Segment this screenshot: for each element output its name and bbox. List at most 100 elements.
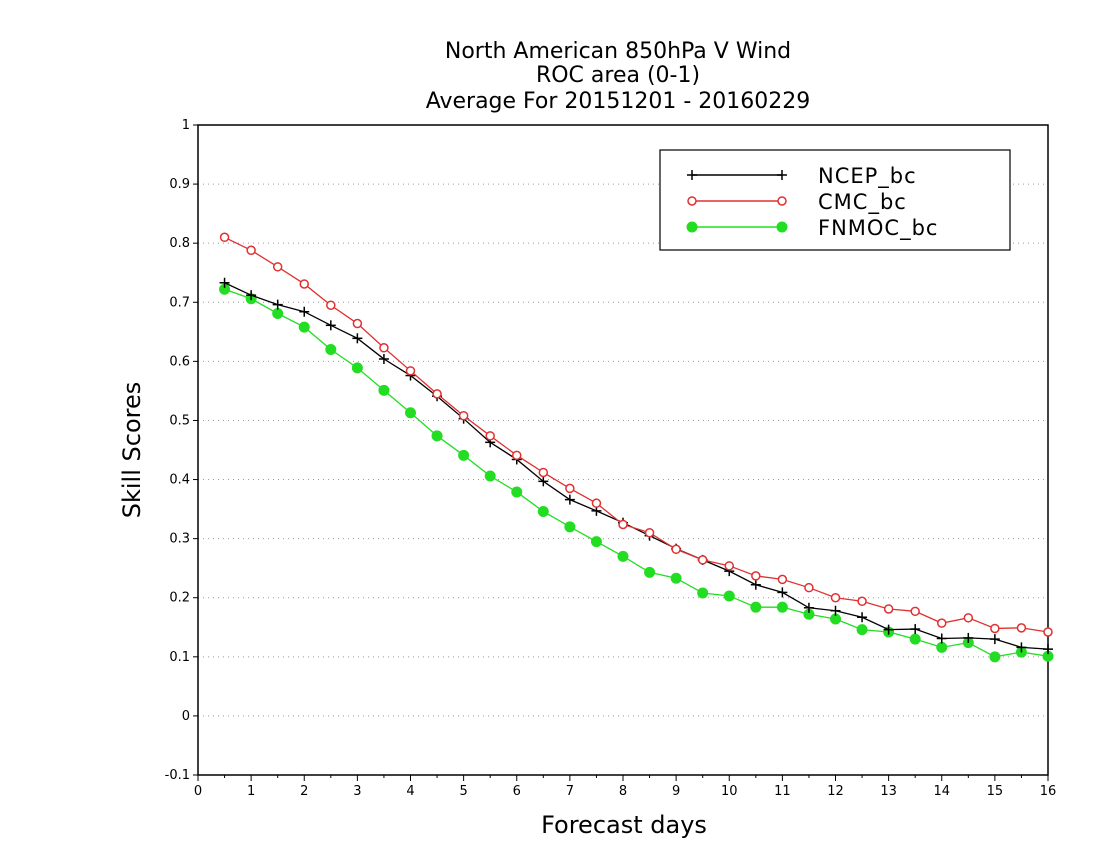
data-point-fnmoc-bc xyxy=(856,624,868,636)
data-point-cmc-bc xyxy=(963,613,974,623)
data-point-fnmoc-bc xyxy=(537,505,549,517)
legend-label: CMC_bc xyxy=(818,190,907,215)
data-point-fnmoc-bc xyxy=(272,308,284,319)
legend-marker xyxy=(687,196,697,206)
data-point-fnmoc-bc xyxy=(723,590,735,602)
y-tick-label: 0.6 xyxy=(169,354,190,369)
x-tick-label: 3 xyxy=(353,784,361,799)
data-point-fnmoc-bc xyxy=(617,550,629,562)
y-tick-label: 0.5 xyxy=(169,413,190,428)
y-tick-label: 0.1 xyxy=(169,650,190,665)
data-point-cmc-bc xyxy=(697,555,708,565)
legend-label: FNMOC_bc xyxy=(818,216,938,241)
gridlines xyxy=(198,183,1048,717)
data-point-ncep-bc xyxy=(830,605,841,616)
data-point-cmc-bc xyxy=(485,431,495,441)
data-point-fnmoc-bc xyxy=(378,384,390,396)
data-point-ncep-bc xyxy=(378,354,389,364)
data-point-fnmoc-bc xyxy=(458,449,470,461)
data-point-ncep-bc xyxy=(564,494,575,505)
title-line-3: Average For 20151201 - 20160229 xyxy=(426,89,811,114)
legend-marker xyxy=(777,196,787,206)
y-axis-label: Skill Scores xyxy=(118,382,146,519)
series-layer xyxy=(219,232,1054,663)
data-point-cmc-bc xyxy=(379,343,389,353)
data-point-cmc-bc xyxy=(219,232,230,243)
legend-entry: CMC_bc xyxy=(687,190,907,215)
legend-marker xyxy=(776,221,788,233)
data-point-cmc-bc xyxy=(777,574,788,585)
data-point-fnmoc-bc xyxy=(750,601,762,613)
x-tick-label: 1 xyxy=(247,784,255,799)
data-point-ncep-bc xyxy=(936,633,947,644)
series-ncep-bc xyxy=(219,277,1053,655)
series-line-cmc-bc xyxy=(224,236,1049,633)
y-tick-label: 0.8 xyxy=(169,236,190,251)
y-tick-label: -0.1 xyxy=(165,768,190,783)
y-tick-label: 0.9 xyxy=(169,177,190,192)
x-tick-label: 2 xyxy=(300,784,308,799)
legend-box xyxy=(659,149,1011,251)
data-point-fnmoc-bc xyxy=(431,430,443,442)
data-point-cmc-bc xyxy=(1016,623,1027,633)
x-tick-label: 7 xyxy=(566,784,574,799)
data-point-cmc-bc xyxy=(751,571,761,581)
x-tick-label: 12 xyxy=(827,784,844,799)
data-point-cmc-bc xyxy=(405,366,416,376)
data-point-fnmoc-bc xyxy=(909,633,921,645)
legend-marker xyxy=(686,221,698,233)
data-point-cmc-bc xyxy=(804,582,814,593)
data-point-cmc-bc xyxy=(432,389,442,399)
data-point-cmc-bc xyxy=(910,606,920,617)
data-point-ncep-bc xyxy=(352,333,363,344)
data-point-cmc-bc xyxy=(591,498,602,508)
data-point-cmc-bc xyxy=(644,527,655,538)
data-point-fnmoc-bc xyxy=(644,566,656,578)
data-point-cmc-bc xyxy=(883,604,894,614)
data-point-cmc-bc xyxy=(512,450,522,461)
data-point-fnmoc-bc xyxy=(697,587,709,599)
data-point-ncep-bc xyxy=(803,602,814,613)
x-axis-label: Forecast days xyxy=(541,811,707,839)
data-point-fnmoc-bc xyxy=(936,641,948,653)
data-point-ncep-bc xyxy=(219,277,230,288)
title-line-1: North American 850hPa V Wind xyxy=(445,39,791,64)
data-point-fnmoc-bc xyxy=(351,362,363,374)
legend-label: NCEP_bc xyxy=(818,164,917,189)
data-point-cmc-bc xyxy=(724,561,734,571)
x-tick-label: 0 xyxy=(194,784,202,799)
data-point-fnmoc-bc xyxy=(590,536,602,548)
data-point-cmc-bc xyxy=(830,592,841,603)
data-point-fnmoc-bc xyxy=(564,521,576,533)
data-point-ncep-bc xyxy=(750,579,761,590)
data-point-cmc-bc xyxy=(272,262,283,272)
data-point-ncep-bc xyxy=(1016,642,1027,653)
x-tick-label: 15 xyxy=(987,784,1004,799)
x-tick-label: 11 xyxy=(774,784,791,799)
y-tick-label: 1 xyxy=(182,118,190,133)
data-point-cmc-bc xyxy=(565,483,575,494)
y-tick-label: 0.3 xyxy=(169,532,190,547)
data-point-cmc-bc xyxy=(352,318,363,329)
data-point-cmc-bc xyxy=(990,623,1000,634)
data-point-cmc-bc xyxy=(857,596,867,607)
x-tick-label: 5 xyxy=(459,784,467,799)
data-point-ncep-bc xyxy=(325,320,336,331)
data-point-cmc-bc xyxy=(538,467,549,478)
legend-marker xyxy=(777,170,787,180)
x-tick-label: 6 xyxy=(513,784,521,799)
data-point-cmc-bc xyxy=(458,410,469,421)
legend-entry: NCEP_bc xyxy=(687,164,917,189)
x-tick-label: 9 xyxy=(672,784,680,799)
x-tick-label: 13 xyxy=(880,784,897,799)
data-point-ncep-bc xyxy=(538,476,549,487)
y-tick-label: 0.4 xyxy=(169,473,190,488)
x-tick-label: 4 xyxy=(406,784,414,799)
data-point-cmc-bc xyxy=(299,279,309,289)
y-tick-label: 0.7 xyxy=(169,295,190,310)
data-point-ncep-bc xyxy=(989,634,1000,645)
data-point-ncep-bc xyxy=(883,624,894,635)
data-point-cmc-bc xyxy=(1043,627,1053,637)
